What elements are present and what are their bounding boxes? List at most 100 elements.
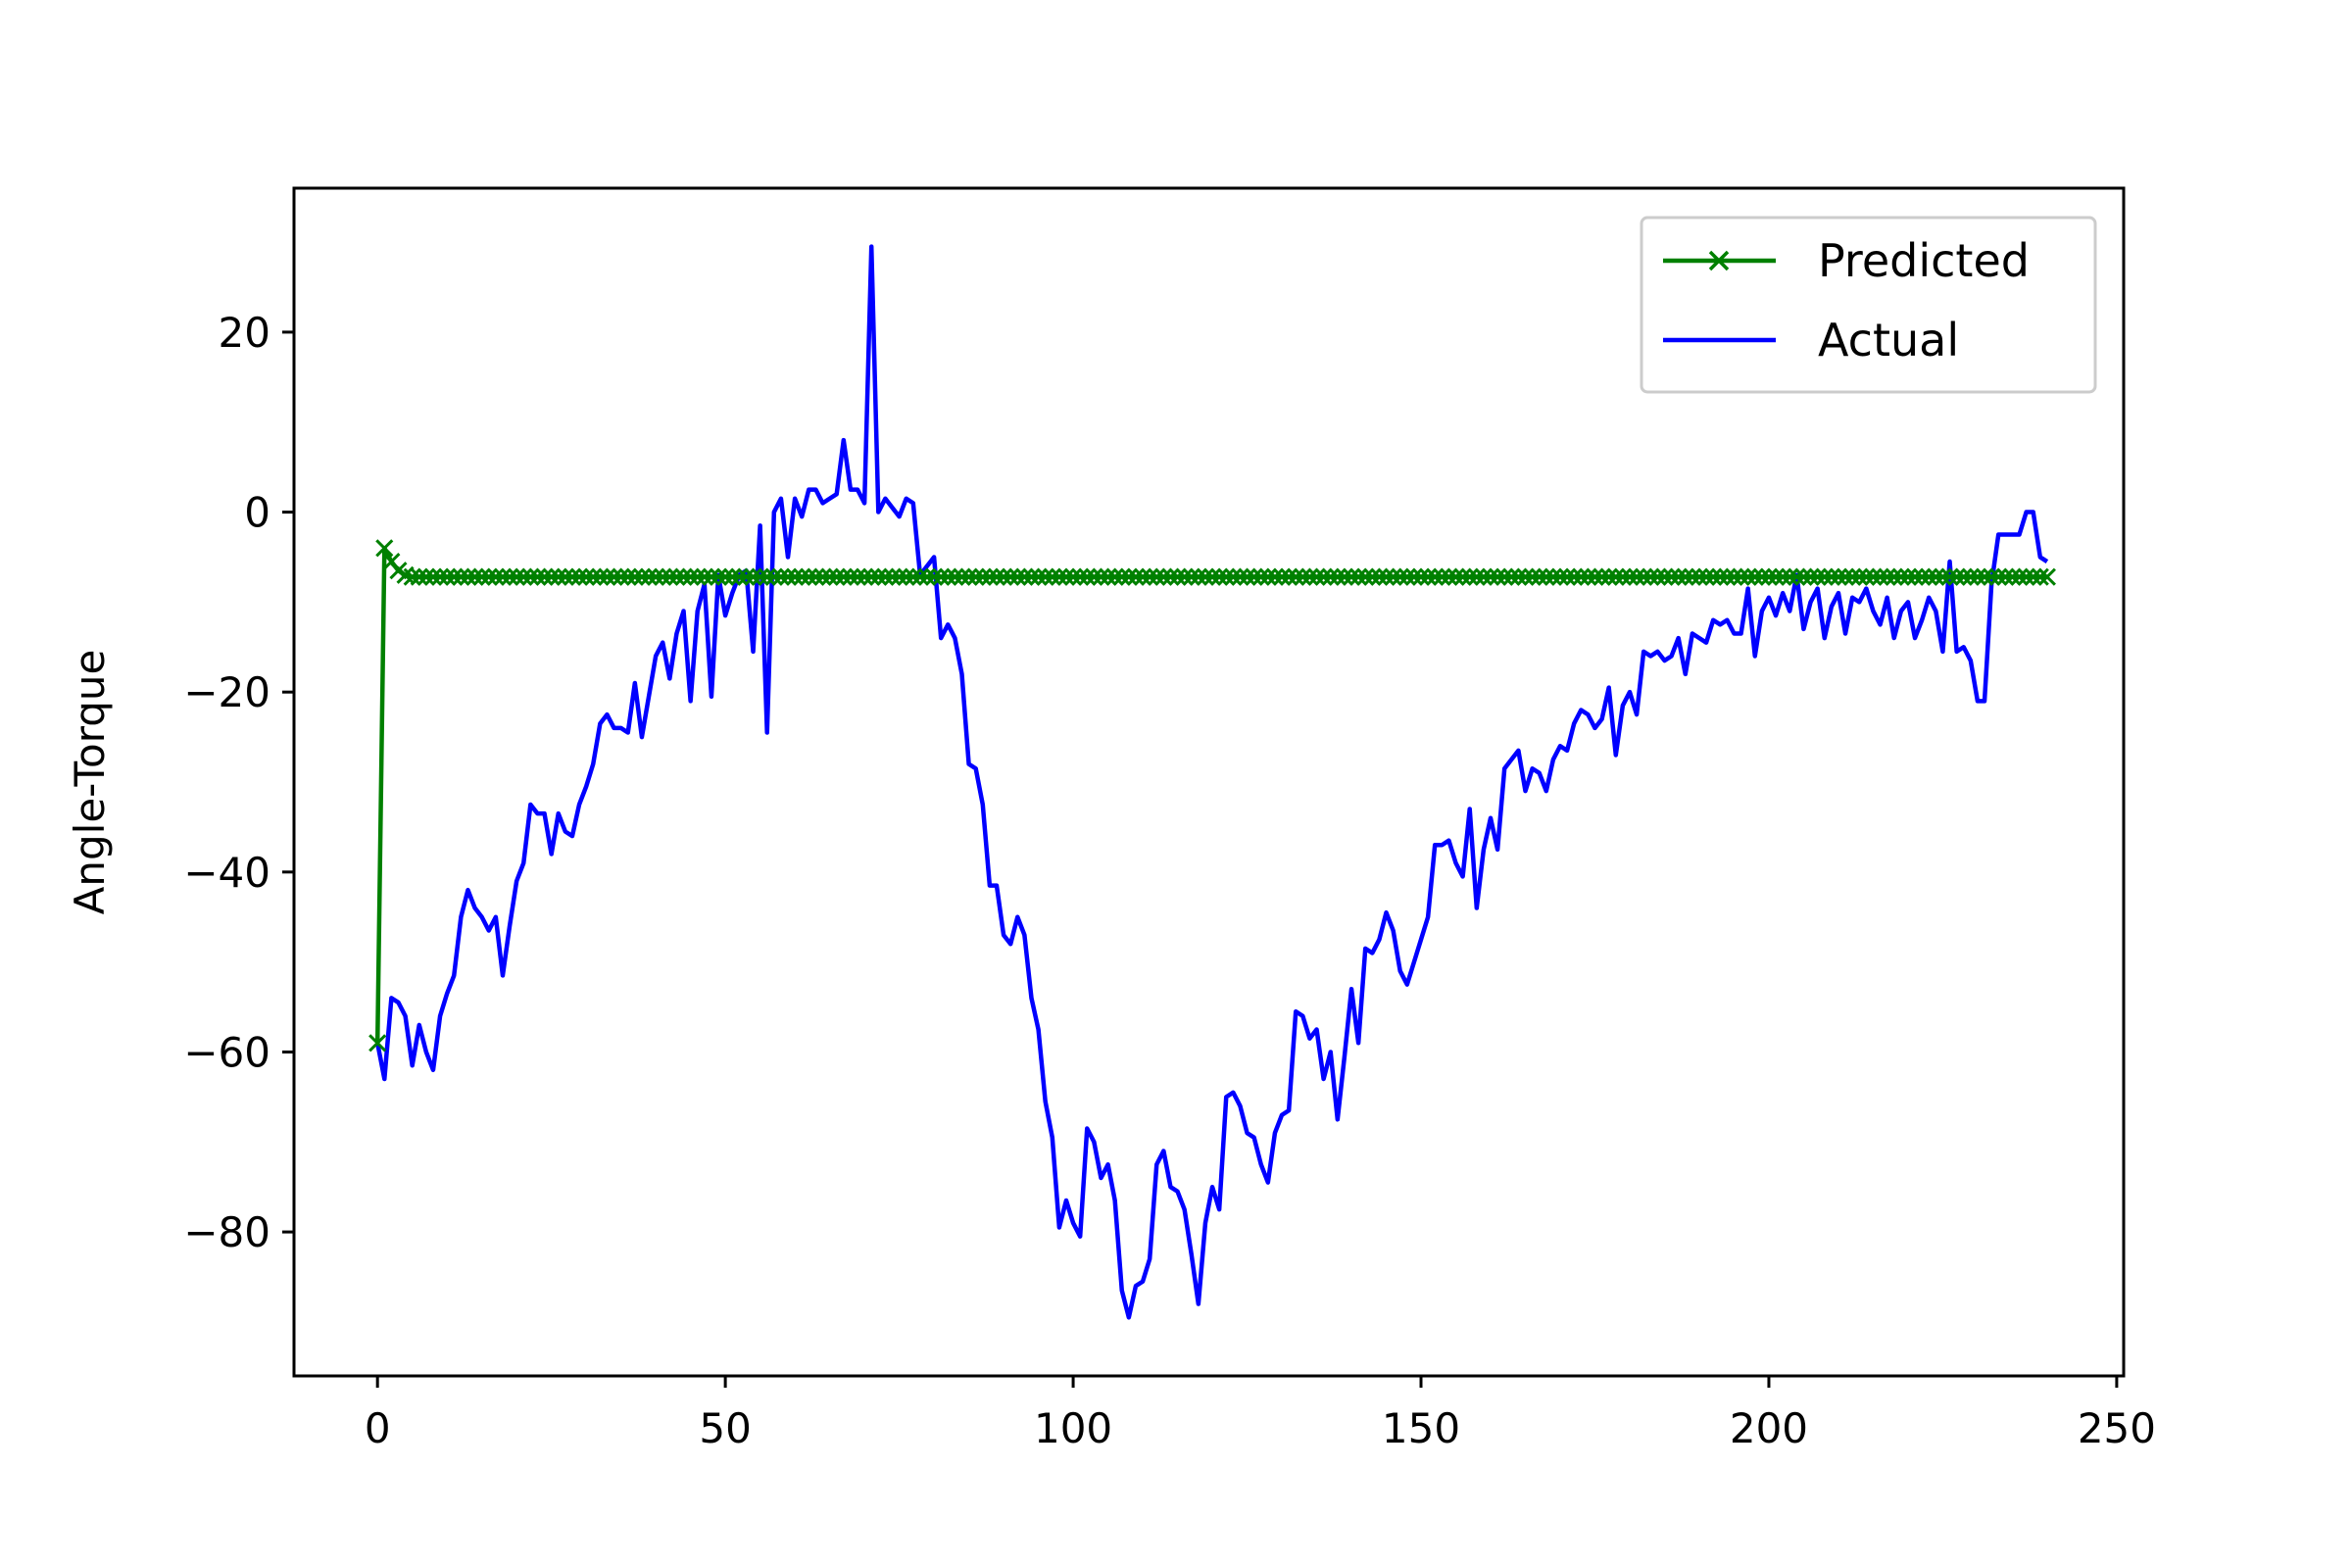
predicted-point-marker bbox=[549, 567, 567, 586]
predicted-point-marker bbox=[612, 567, 630, 586]
predicted-point-marker bbox=[876, 567, 895, 586]
predicted-point-marker bbox=[723, 567, 742, 586]
predicted-point-marker bbox=[1920, 567, 1938, 586]
predicted-point-marker bbox=[1251, 567, 1270, 586]
predicted-point-marker bbox=[2003, 567, 2022, 586]
predicted-point-marker bbox=[1794, 567, 1813, 586]
predicted-point-marker bbox=[1934, 567, 1952, 586]
predicted-point-marker bbox=[1397, 567, 1416, 586]
predicted-point-marker bbox=[1975, 567, 1994, 586]
predicted-point-marker bbox=[584, 567, 603, 586]
predicted-point-marker bbox=[1356, 567, 1375, 586]
predicted-point-marker bbox=[1704, 567, 1723, 586]
predicted-point-marker bbox=[1544, 567, 1562, 586]
plot-lines bbox=[374, 244, 2049, 1320]
predicted-point-marker bbox=[1489, 567, 1507, 586]
predicted-point-marker bbox=[2031, 567, 2049, 586]
predicted-point-marker bbox=[1460, 567, 1479, 586]
predicted-point-marker bbox=[1628, 567, 1646, 586]
predicted-point-marker bbox=[1224, 567, 1243, 586]
predicted-point-marker bbox=[445, 567, 464, 586]
legend: Predicted Actual bbox=[1640, 216, 2097, 394]
predicted-point-marker bbox=[1440, 567, 1458, 586]
predicted-point-marker bbox=[1718, 567, 1737, 586]
predicted-point-marker bbox=[730, 567, 749, 586]
predicted-point-marker bbox=[1801, 567, 1820, 586]
predicted-point-marker bbox=[1474, 567, 1493, 586]
predicted-point-marker bbox=[1384, 567, 1402, 586]
predicted-point-marker bbox=[910, 567, 929, 586]
predicted-point-marker bbox=[786, 567, 805, 586]
series-predicted-line bbox=[374, 546, 2047, 1044]
predicted-point-marker bbox=[661, 567, 679, 586]
predicted-point-marker bbox=[375, 539, 394, 558]
predicted-point-marker bbox=[1141, 567, 1159, 586]
predicted-point-marker bbox=[1642, 567, 1660, 586]
x-tick-label: 250 bbox=[2078, 1404, 2156, 1452]
predicted-point-marker bbox=[1154, 567, 1173, 586]
y-tick-label: −60 bbox=[183, 1028, 270, 1076]
predicted-point-marker bbox=[577, 567, 596, 586]
predicted-point-marker bbox=[966, 567, 985, 586]
predicted-point-marker bbox=[1961, 567, 1980, 586]
predicted-point-marker bbox=[2010, 567, 2029, 586]
predicted-point-marker bbox=[479, 567, 498, 586]
predicted-point-marker bbox=[1752, 567, 1771, 586]
predicted-point-marker bbox=[995, 567, 1013, 586]
predicted-point-marker bbox=[1404, 567, 1423, 586]
predicted-point-marker bbox=[591, 567, 610, 586]
predicted-point-marker bbox=[1036, 567, 1054, 586]
predicted-point-marker bbox=[1321, 567, 1340, 586]
predicted-markers bbox=[368, 539, 2056, 1053]
predicted-point-marker bbox=[1550, 567, 1570, 586]
predicted-point-marker bbox=[647, 567, 665, 586]
predicted-point-marker bbox=[1648, 567, 1667, 586]
predicted-point-marker bbox=[466, 567, 484, 586]
predicted-point-marker bbox=[1307, 567, 1326, 586]
predicted-point-marker bbox=[1064, 567, 1083, 586]
predicted-point-marker bbox=[2017, 567, 2035, 586]
predicted-point-marker bbox=[1015, 567, 1034, 586]
predicted-point-marker bbox=[542, 567, 561, 586]
predicted-point-marker bbox=[841, 567, 859, 586]
predicted-point-marker bbox=[632, 567, 652, 586]
predicted-point-marker bbox=[521, 567, 540, 586]
predicted-point-marker bbox=[827, 567, 846, 586]
predicted-point-marker bbox=[681, 567, 700, 586]
legend-predicted-marker bbox=[1708, 250, 1730, 271]
predicted-point-marker bbox=[820, 567, 839, 586]
y-axis: 20 0 −20 −40 −60 −80 bbox=[183, 309, 294, 1256]
predicted-point-marker bbox=[1126, 567, 1146, 586]
y-tick-label: −40 bbox=[183, 849, 270, 897]
predicted-point-marker bbox=[1495, 567, 1514, 586]
predicted-point-marker bbox=[1599, 567, 1618, 586]
predicted-point-marker bbox=[410, 567, 428, 586]
predicted-point-marker bbox=[1781, 567, 1799, 586]
predicted-point-marker bbox=[1294, 567, 1312, 586]
x-tick-label: 150 bbox=[1382, 1404, 1460, 1452]
predicted-point-marker bbox=[1606, 567, 1625, 586]
predicted-point-marker bbox=[535, 567, 554, 586]
predicted-point-marker bbox=[1078, 567, 1097, 586]
predicted-point-marker bbox=[605, 567, 623, 586]
predicted-point-marker bbox=[959, 567, 978, 586]
y-tick-label: 0 bbox=[244, 489, 270, 537]
x-tick-label: 200 bbox=[1730, 1404, 1808, 1452]
predicted-point-marker bbox=[695, 567, 713, 586]
predicted-point-marker bbox=[1189, 567, 1207, 586]
predicted-point-marker bbox=[987, 567, 1006, 586]
predicted-point-marker bbox=[1836, 567, 1855, 586]
predicted-point-marker bbox=[514, 567, 533, 586]
predicted-point-marker bbox=[403, 567, 421, 586]
predicted-point-marker bbox=[674, 567, 693, 586]
predicted-point-marker bbox=[1989, 567, 2008, 586]
predicted-point-marker bbox=[834, 567, 853, 586]
predicted-point-marker bbox=[1898, 567, 1918, 586]
predicted-point-marker bbox=[758, 567, 776, 586]
predicted-point-marker bbox=[1238, 567, 1256, 586]
predicted-point-marker bbox=[1161, 567, 1180, 586]
predicted-point-marker bbox=[1008, 567, 1027, 586]
predicted-point-marker bbox=[1370, 567, 1389, 586]
predicted-point-marker bbox=[1363, 567, 1382, 586]
predicted-point-marker bbox=[1258, 567, 1277, 586]
